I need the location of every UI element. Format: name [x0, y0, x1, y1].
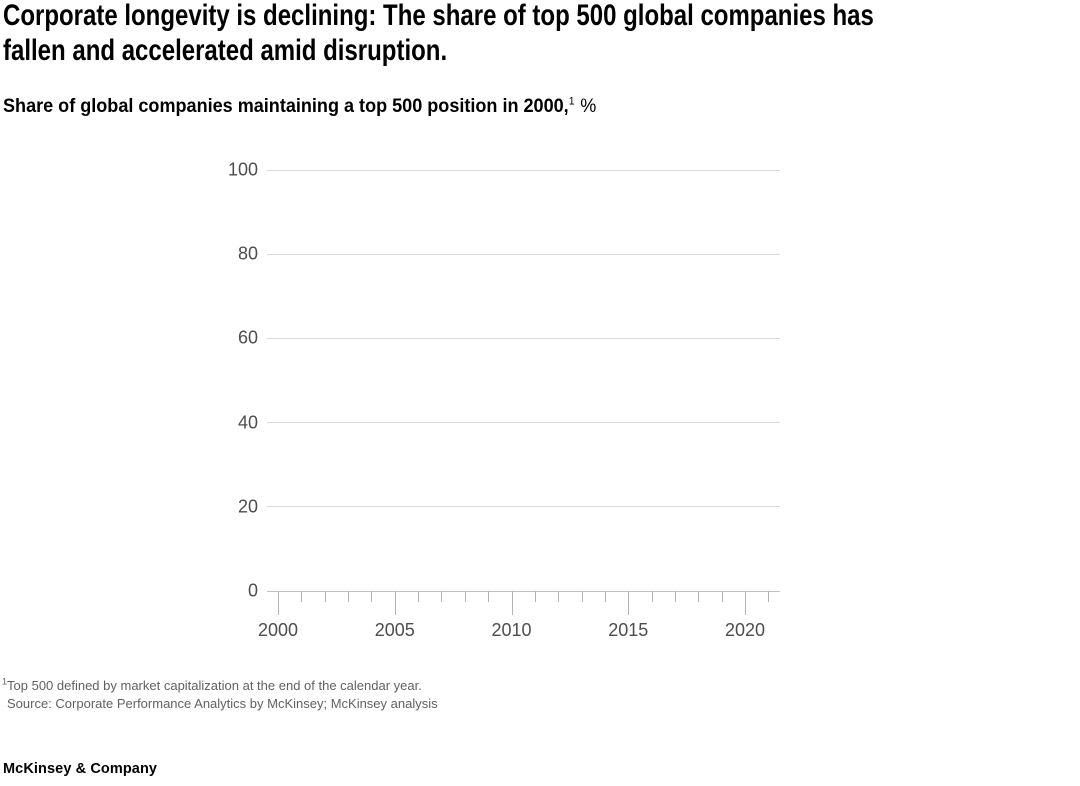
- x-tick-minor-2008: [464, 591, 466, 602]
- footnote-text: Top 500 defined by market capitalization…: [7, 678, 422, 693]
- y-axis-label-60: 60: [237, 327, 258, 348]
- source-line: Source: Corporate Performance Analytics …: [2, 695, 438, 713]
- x-tick-major-2005: [394, 591, 396, 615]
- x-axis-line: [267, 590, 780, 592]
- x-axis-label-2005: 2005: [374, 620, 415, 640]
- x-tick-minor-2009: [488, 591, 490, 602]
- x-tick-minor-2014: [604, 591, 606, 602]
- y-axis-label-20: 20: [237, 496, 258, 517]
- x-tick-minor-2002: [324, 591, 326, 602]
- footnote-block: 1Top 500 defined by market capitalizatio…: [2, 677, 438, 712]
- x-axis-label-2015: 2015: [608, 620, 649, 640]
- source-text: Source: Corporate Performance Analytics …: [7, 695, 438, 711]
- y-gridline-100: [267, 169, 780, 171]
- x-tick-minor-2019: [721, 591, 723, 602]
- chart-subtitle-unit: %: [580, 96, 597, 117]
- x-tick-minor-2003: [348, 591, 350, 602]
- x-tick-minor-2013: [581, 591, 583, 602]
- x-tick-minor-2017: [674, 591, 676, 602]
- x-tick-minor-2001: [301, 591, 303, 602]
- x-axis-label-2020: 2020: [724, 620, 766, 640]
- y-gridline-60: [267, 337, 780, 339]
- y-gridline-20: [267, 506, 780, 508]
- y-axis-label-40: 40: [237, 412, 258, 433]
- x-tick-major-2000: [278, 591, 279, 615]
- x-tick-minor-2021: [768, 591, 770, 602]
- chart-subtitle: Share of global companies maintaining a …: [3, 94, 596, 120]
- x-tick-minor-2006: [418, 591, 420, 602]
- x-axis-label-2010: 2010: [491, 620, 532, 640]
- y-axis-label-80: 80: [237, 243, 258, 264]
- x-tick-minor-2011: [534, 591, 536, 602]
- x-tick-minor-2018: [698, 591, 700, 602]
- footnote-marker: 1: [2, 676, 8, 687]
- y-gridline-80: [267, 253, 780, 255]
- x-tick-major-2020: [745, 591, 746, 615]
- y-axis-label-0: 0: [247, 580, 258, 601]
- x-tick-minor-2012: [558, 591, 560, 602]
- footnote-definition: 1Top 500 defined by market capitalizatio…: [2, 677, 438, 695]
- x-tick-major-2010: [511, 591, 513, 615]
- y-axis-label-100: 100: [227, 159, 258, 180]
- mckinsey-company-wordmark: McKinsey & Company: [3, 761, 158, 777]
- x-axis-label-2000: 2000: [257, 620, 299, 640]
- x-tick-minor-2004: [371, 591, 373, 602]
- x-tick-minor-2016: [651, 591, 653, 602]
- exhibit-title: Corporate longevity is declining: The sh…: [3, 0, 874, 67]
- x-tick-minor-2007: [441, 591, 443, 602]
- chart-subtitle-footnote-marker: 1: [568, 95, 575, 108]
- y-gridline-40: [267, 422, 780, 424]
- chart-subtitle-text: Share of global companies maintaining a …: [3, 96, 569, 117]
- x-tick-major-2015: [628, 591, 630, 615]
